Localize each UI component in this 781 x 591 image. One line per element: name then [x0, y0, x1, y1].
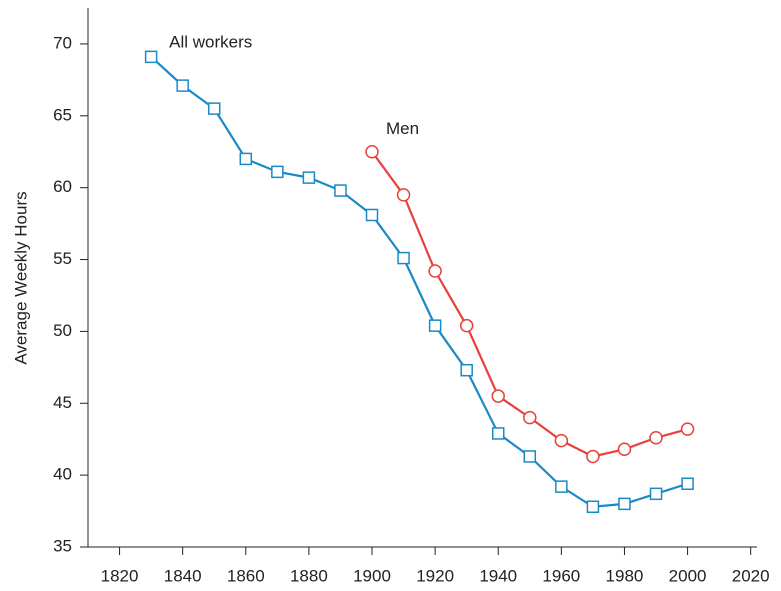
y-tick-label: 50 — [53, 321, 72, 340]
line — [150, 56, 688, 508]
marker — [491, 389, 505, 403]
marker — [555, 480, 568, 493]
marker — [649, 487, 663, 501]
marker — [239, 152, 253, 166]
marker — [334, 184, 347, 197]
y-tick-label: 70 — [53, 33, 72, 52]
series-label: Men — [386, 119, 419, 138]
marker — [302, 171, 316, 184]
series-label: All workers — [169, 32, 252, 51]
marker — [586, 500, 600, 514]
marker — [681, 477, 694, 491]
marker — [365, 144, 379, 159]
marker — [523, 410, 537, 425]
marker — [271, 165, 284, 179]
marker — [586, 449, 600, 464]
x-tick-label: 1940 — [479, 566, 517, 585]
marker — [176, 79, 189, 92]
marker — [397, 251, 410, 265]
marker — [523, 450, 537, 463]
x-tick-label: 1880 — [290, 566, 328, 585]
x-tick-label: 2020 — [732, 566, 770, 585]
y-tick-label: 45 — [53, 393, 72, 412]
x-tick-label: 1900 — [353, 566, 391, 585]
marker — [680, 422, 695, 436]
marker — [491, 427, 505, 440]
marker — [554, 433, 569, 448]
x-tick-label: 2000 — [669, 566, 707, 585]
y-tick-label: 35 — [53, 536, 72, 555]
marker — [144, 50, 158, 64]
line — [371, 151, 688, 458]
marker — [617, 442, 632, 457]
marker — [365, 208, 379, 222]
y-axis-label: Average Weekly Hours — [11, 191, 30, 364]
x-tick-label: 1920 — [416, 566, 454, 585]
marker — [649, 431, 663, 445]
marker — [428, 319, 442, 332]
x-tick-label: 1980 — [606, 566, 644, 585]
x-tick-label: 1820 — [101, 566, 139, 585]
marker — [396, 188, 411, 202]
marker — [428, 264, 442, 278]
marker — [460, 363, 473, 377]
y-tick-label: 65 — [53, 105, 72, 124]
y-tick-label: 60 — [53, 177, 72, 196]
x-tick-label: 1960 — [542, 566, 580, 585]
y-tick-label: 40 — [53, 465, 72, 484]
marker — [459, 318, 474, 333]
marker — [618, 497, 631, 511]
marker — [207, 102, 221, 115]
x-tick-label: 1860 — [227, 566, 265, 585]
x-tick-label: 1840 — [164, 566, 202, 585]
y-tick-label: 55 — [53, 249, 72, 268]
